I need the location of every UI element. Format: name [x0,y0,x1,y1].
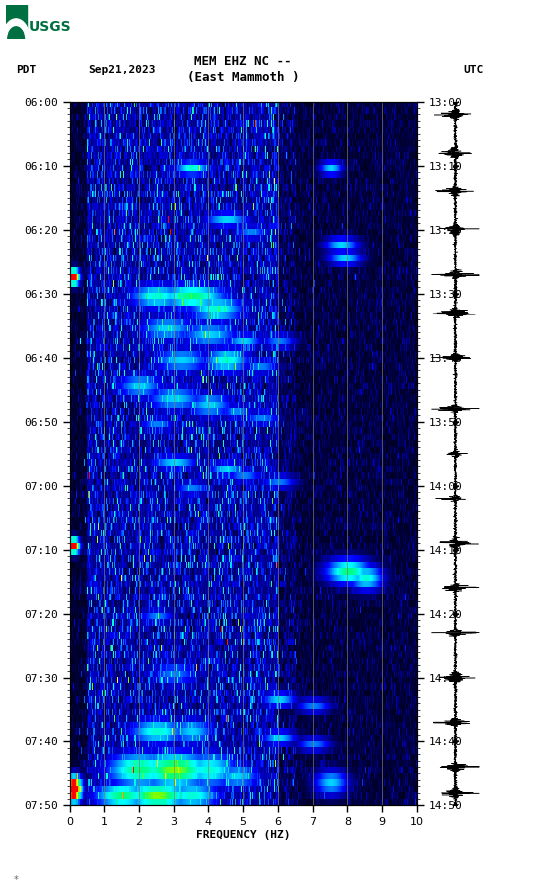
Text: (East Mammoth ): (East Mammoth ) [187,71,299,84]
Text: Sep21,2023: Sep21,2023 [88,64,156,75]
X-axis label: FREQUENCY (HZ): FREQUENCY (HZ) [196,830,290,840]
Wedge shape [2,19,30,39]
Text: USGS: USGS [29,20,72,34]
Text: MEM EHZ NC --: MEM EHZ NC -- [194,55,291,68]
Text: *: * [14,875,19,885]
Wedge shape [8,27,24,39]
Text: PDT: PDT [17,64,37,75]
Text: UTC: UTC [464,64,484,75]
Bar [6,5,26,39]
